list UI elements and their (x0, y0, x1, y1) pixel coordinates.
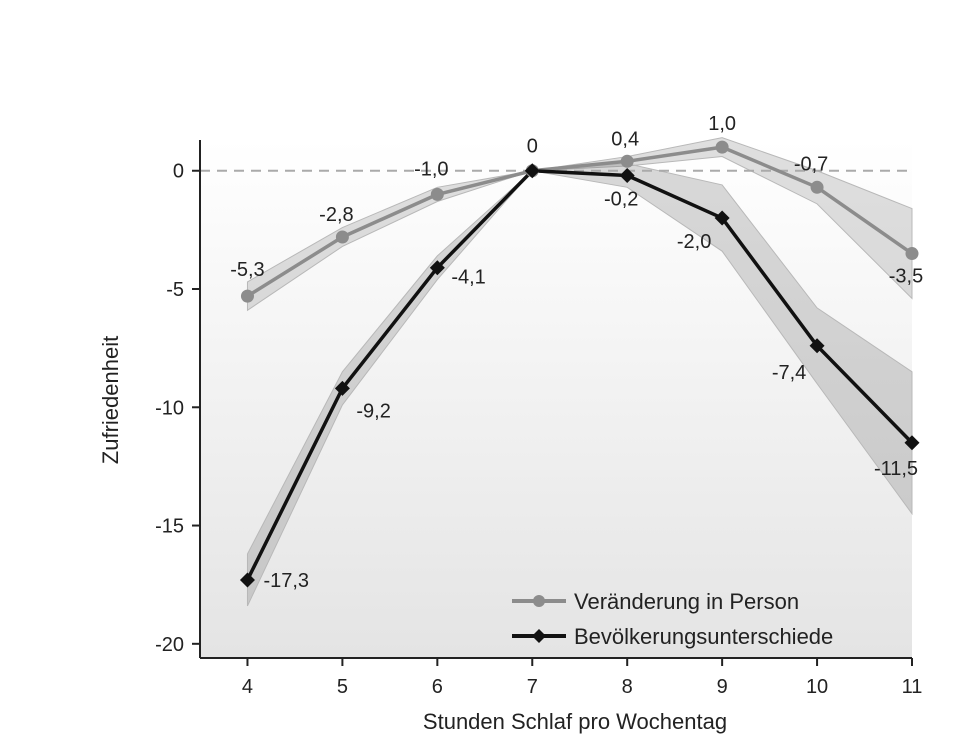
data-label-s0-0: -5,3 (230, 259, 264, 281)
y-tick-label-2: -10 (155, 397, 184, 419)
point-s1-2 (429, 260, 445, 276)
point-s0-0 (240, 289, 254, 303)
y-tick-label-0: 0 (173, 161, 184, 183)
point-s0-7 (905, 247, 919, 261)
point-s0-6 (810, 180, 824, 194)
ci-band-1 (246, 163, 913, 607)
point-s0-1 (335, 230, 349, 244)
data-label-s1-1: -9,2 (356, 400, 390, 422)
legend-label-1: Bevölkerungsunterschiede (574, 624, 833, 649)
data-label-s0-4: 0,4 (611, 128, 639, 150)
legend-label-0: Veränderung in Person (574, 589, 799, 614)
data-label-s1-7: -11,5 (874, 458, 918, 480)
plot-area-background (200, 140, 912, 658)
data-label-s1-6: -7,4 (772, 362, 806, 384)
confidence-bands (246, 137, 913, 607)
x-tick-label-0: 4 (242, 676, 253, 698)
ci-band-0 (246, 137, 913, 312)
point-s1-3 (524, 163, 540, 179)
data-label-s0-3: 0 (527, 136, 538, 158)
data-label-s1-2: -4,1 (451, 267, 485, 289)
data-labels: -5,3 -2,8 -1,0 0 0,4 1,0 -0,7 -3,5 -17,3 -9,2 -4,1… (230, 113, 923, 592)
y-tick-label-3: -15 (155, 516, 184, 538)
legend: Veränderung in Person Bevölkerungsunters… (512, 589, 833, 649)
legend-swatch-marker-0 (533, 595, 545, 607)
data-label-s0-1: -2,8 (319, 204, 353, 226)
x-tick-label-7: 11 (902, 676, 923, 698)
series-line-0 (246, 145, 914, 298)
x-tick-label-4: 8 (622, 676, 633, 698)
data-label-s0-6: -0,7 (794, 153, 828, 175)
series-markers (239, 140, 920, 588)
point-s1-5 (714, 210, 730, 226)
data-label-s0-5: 1,0 (708, 113, 736, 135)
series-line-1 (245, 168, 914, 581)
point-s1-4 (619, 167, 635, 183)
y-tick-label-4: -20 (155, 634, 184, 656)
x-tick-label-6: 10 (806, 676, 828, 698)
x-tick-label-2: 6 (432, 676, 443, 698)
y-axis-title: Zufriedenheit (98, 336, 123, 464)
point-s0-5 (715, 140, 729, 154)
data-label-s0-2: -1,0 (414, 158, 448, 180)
data-label-s1-0: -17,3 (263, 570, 309, 592)
point-s1-6 (809, 338, 825, 354)
legend-swatch-marker-1 (532, 629, 546, 643)
y-tick-label-1: -5 (166, 279, 184, 301)
point-s1-7 (904, 435, 920, 451)
data-label-s0-7: -3,5 (889, 266, 923, 288)
data-label-s1-4: -0,2 (604, 188, 638, 210)
point-s0-4 (620, 154, 634, 168)
series-lines (245, 145, 914, 581)
x-tick-label-5: 9 (717, 676, 728, 698)
point-s1-0 (239, 572, 255, 588)
data-label-s1-5: -2,0 (677, 231, 711, 253)
x-tick-label-1: 5 (337, 676, 348, 698)
point-s0-2 (430, 187, 444, 201)
axes: 0 -5 -10 -15 -20 4 5 6 7 8 9 10 11 (155, 140, 922, 698)
x-tick-label-3: 7 (527, 676, 538, 698)
x-axis-title: Stunden Schlaf pro Wochentag (423, 709, 727, 734)
point-s1-1 (334, 380, 350, 396)
